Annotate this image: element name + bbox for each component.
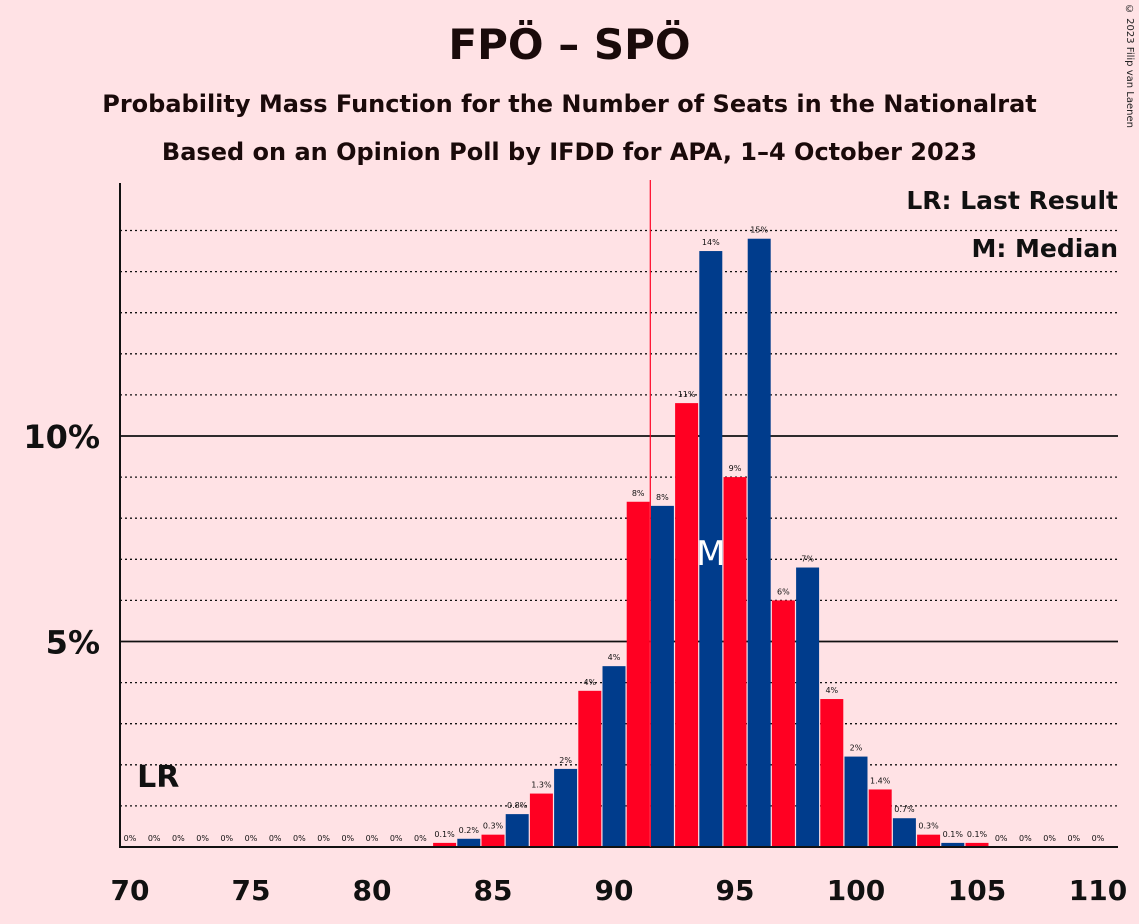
bar-97 bbox=[771, 600, 795, 847]
chart-subtitle: Probability Mass Function for the Number… bbox=[102, 90, 1037, 118]
bar-102 bbox=[892, 818, 916, 847]
data-label-91: 8% bbox=[632, 489, 645, 498]
bar-95 bbox=[723, 477, 747, 847]
data-label-107: 0% bbox=[1019, 834, 1032, 843]
legend-median: M: Median bbox=[971, 234, 1118, 263]
data-label-84: 0.2% bbox=[459, 826, 480, 835]
x-tick-label-105: 105 bbox=[948, 874, 1006, 907]
bar-83 bbox=[433, 842, 457, 847]
data-label-105: 0.1% bbox=[967, 830, 988, 839]
data-label-80: 0% bbox=[366, 834, 379, 843]
bar-89 bbox=[578, 690, 602, 847]
data-label-82: 0% bbox=[414, 834, 427, 843]
bar-101 bbox=[868, 789, 892, 847]
data-label-97: 6% bbox=[777, 587, 790, 596]
data-label-102: 0.7% bbox=[894, 805, 915, 814]
x-tick-label-80: 80 bbox=[353, 874, 392, 907]
x-tick-label-100: 100 bbox=[827, 874, 885, 907]
data-label-92: 8% bbox=[656, 493, 669, 502]
data-label-75: 0% bbox=[245, 834, 258, 843]
bar-90 bbox=[602, 666, 626, 847]
data-label-100: 2% bbox=[850, 744, 863, 753]
bar-103 bbox=[917, 834, 941, 847]
copyright-note: © 2023 Filip van Laenen bbox=[1124, 4, 1135, 128]
bar-96 bbox=[747, 238, 771, 848]
data-label-78: 0% bbox=[317, 834, 330, 843]
x-tick-label-70: 70 bbox=[111, 874, 150, 907]
data-label-96: 15% bbox=[750, 226, 768, 235]
bar-98 bbox=[796, 567, 820, 847]
bar-88 bbox=[554, 768, 578, 847]
bar-91 bbox=[626, 501, 650, 847]
bar-99 bbox=[820, 699, 844, 847]
bar-85 bbox=[481, 834, 505, 847]
data-label-73: 0% bbox=[196, 834, 209, 843]
bar-94 bbox=[699, 251, 723, 848]
data-label-104: 0.1% bbox=[943, 830, 964, 839]
bar-105 bbox=[965, 842, 989, 847]
data-labels: 0% 0% 0% 0% 0% 0% 0% 0% 0% 0% 0% 0% 0% 0.1% 0.2% 0.3%0.… bbox=[124, 226, 1105, 843]
bar-87 bbox=[529, 793, 553, 847]
legend-last-result: LR: Last Result bbox=[906, 186, 1118, 215]
x-tick-label-110: 110 bbox=[1069, 874, 1127, 907]
bar-100 bbox=[844, 756, 868, 847]
x-tick-label-85: 85 bbox=[474, 874, 513, 907]
data-label-106: 0% bbox=[995, 834, 1008, 843]
data-label-90: 4% bbox=[608, 653, 621, 662]
data-label-71: 0% bbox=[148, 834, 161, 843]
data-label-93: 11% bbox=[678, 390, 696, 399]
data-label-108: 0% bbox=[1043, 834, 1056, 843]
data-label-88: 2% bbox=[559, 756, 572, 765]
data-label-101: 1.4% bbox=[870, 776, 891, 785]
data-label-70: 0% bbox=[124, 834, 137, 843]
data-label-79: 0% bbox=[341, 834, 354, 843]
x-tick-label-75: 75 bbox=[232, 874, 271, 907]
bar-86 bbox=[505, 814, 529, 847]
data-label-85: 0.3% bbox=[483, 822, 504, 831]
bars bbox=[433, 238, 989, 848]
y-tick-label: 10% bbox=[23, 418, 100, 456]
tick-labels: 5% 10% 70 75 80 85 90 95 100 105 110 bbox=[23, 418, 1127, 907]
axes bbox=[119, 183, 1118, 848]
median-marker: M bbox=[696, 534, 725, 574]
chart-subtitle-2: Based on an Opinion Poll by IFDD for APA… bbox=[161, 138, 978, 166]
data-label-99: 4% bbox=[825, 686, 838, 695]
data-label-83: 0.1% bbox=[434, 830, 455, 839]
bar-92 bbox=[650, 505, 674, 847]
data-label-98: 7% bbox=[801, 555, 814, 564]
chart-title: FPÖ – SPÖ bbox=[448, 20, 691, 69]
bar-84 bbox=[457, 838, 481, 847]
data-label-110: 0% bbox=[1092, 834, 1105, 843]
x-tick-label-90: 90 bbox=[595, 874, 634, 907]
bar-104 bbox=[941, 842, 965, 847]
data-label-94: 14% bbox=[702, 238, 720, 247]
data-label-81: 0% bbox=[390, 834, 403, 843]
data-label-109: 0% bbox=[1067, 834, 1080, 843]
data-label-74: 0% bbox=[220, 834, 233, 843]
data-label-86: 0.8% bbox=[507, 801, 528, 810]
data-label-72: 0% bbox=[172, 834, 185, 843]
data-label-77: 0% bbox=[293, 834, 306, 843]
data-label-103: 0.3% bbox=[918, 822, 939, 831]
x-tick-label-95: 95 bbox=[716, 874, 755, 907]
last-result-marker: LR bbox=[137, 760, 179, 795]
bar-93 bbox=[675, 403, 699, 847]
data-label-89: 4% bbox=[583, 678, 596, 687]
data-label-87: 1.3% bbox=[531, 781, 552, 790]
data-label-95: 9% bbox=[729, 464, 742, 473]
annotations: LR M LR: Last Result M: Median bbox=[137, 180, 1118, 847]
grid-lines bbox=[120, 229, 1118, 807]
data-label-76: 0% bbox=[269, 834, 282, 843]
y-tick-label: 5% bbox=[46, 624, 100, 662]
